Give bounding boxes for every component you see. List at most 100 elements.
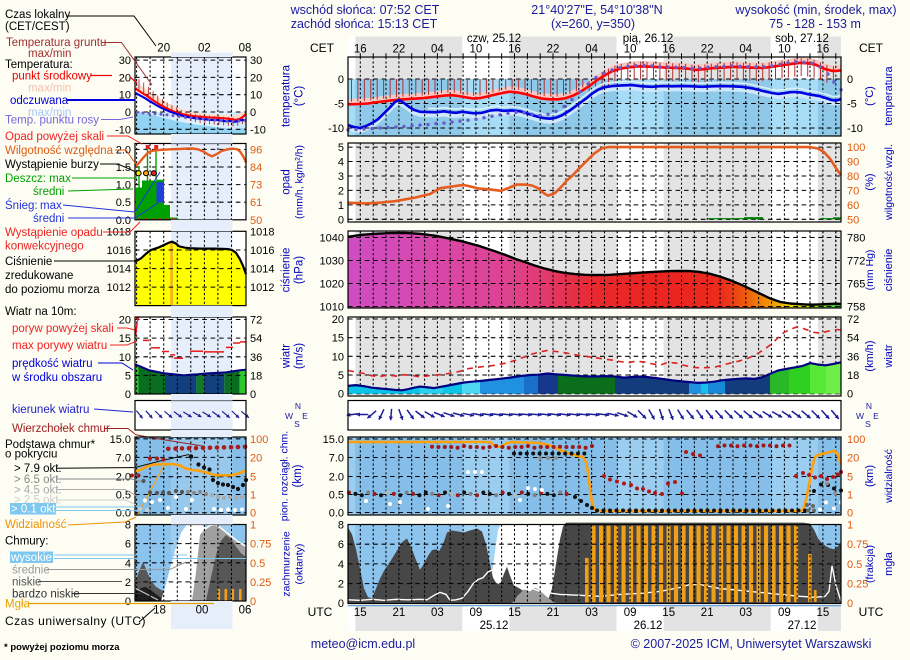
svg-text:Temperatura gruntu: Temperatura gruntu: [6, 37, 106, 49]
svg-text:(°C): (°C): [294, 86, 306, 107]
svg-text:4: 4: [338, 559, 344, 571]
svg-text:04: 04: [739, 44, 752, 56]
svg-text:-5: -5: [847, 99, 857, 111]
svg-text:03: 03: [585, 607, 598, 619]
svg-text:N: N: [866, 401, 872, 411]
svg-text:20: 20: [332, 314, 344, 326]
svg-text:21°40'27"E, 54°10'38"N: 21°40'27"E, 54°10'38"N: [531, 3, 662, 17]
svg-text:2.0: 2.0: [116, 472, 131, 484]
svg-text:UTC: UTC: [859, 605, 884, 619]
svg-text:10: 10: [119, 90, 131, 102]
svg-text:0: 0: [338, 598, 344, 610]
svg-text:10: 10: [119, 352, 131, 364]
svg-text:0: 0: [847, 508, 853, 520]
svg-text:w środku obszaru: w środku obszaru: [11, 372, 102, 384]
svg-text:UTC: UTC: [308, 605, 333, 619]
svg-text:pią, 26.12: pią, 26.12: [623, 33, 674, 45]
svg-text:16: 16: [508, 44, 521, 56]
svg-text:18: 18: [250, 370, 262, 382]
svg-text:© 2007-2025 ICM, Uniwersytet W: © 2007-2025 ICM, Uniwersytet Warszawski: [631, 637, 872, 651]
svg-text:CET: CET: [859, 41, 884, 55]
svg-text:Czas lokalny: Czas lokalny: [5, 9, 70, 21]
svg-text:1014: 1014: [107, 264, 131, 276]
svg-text:(hPa): (hPa): [294, 256, 306, 284]
svg-text:5: 5: [338, 142, 344, 154]
svg-text:10: 10: [624, 44, 637, 56]
svg-text:04: 04: [585, 44, 598, 56]
svg-text:wiatr: wiatr: [883, 344, 895, 369]
svg-text:90: 90: [847, 157, 859, 169]
svg-text:10: 10: [470, 44, 483, 56]
svg-text:15: 15: [119, 333, 131, 345]
svg-text:03: 03: [431, 607, 444, 619]
svg-text:max/min: max/min: [28, 107, 71, 119]
svg-text:7.0: 7.0: [329, 453, 344, 465]
svg-text:1: 1: [338, 200, 344, 212]
svg-text:1: 1: [250, 520, 256, 532]
svg-text:(km): (km): [864, 465, 876, 487]
svg-text:niskie: niskie: [12, 577, 41, 589]
svg-text:0.0: 0.0: [116, 508, 131, 520]
svg-text:Czas uniwersalny (UTC): Czas uniwersalny (UTC): [5, 614, 146, 628]
svg-text:meteo@icm.edu.pl: meteo@icm.edu.pl: [311, 637, 415, 651]
svg-text:-10: -10: [328, 123, 344, 135]
svg-text:6: 6: [338, 539, 344, 551]
svg-text:bardzo niskie: bardzo niskie: [12, 589, 80, 601]
svg-text:max: max: [40, 200, 62, 212]
svg-text:15.0: 15.0: [110, 434, 131, 446]
svg-text:15: 15: [332, 333, 344, 345]
svg-text:1020: 1020: [320, 279, 344, 291]
svg-text:54: 54: [847, 333, 859, 345]
svg-text:20: 20: [847, 453, 859, 465]
svg-text:E: E: [873, 411, 879, 421]
svg-text:0.0: 0.0: [116, 215, 131, 227]
svg-text:2.0: 2.0: [329, 472, 344, 484]
svg-text:Opad powyżej skali: Opad powyżej skali: [5, 131, 104, 143]
svg-text:1018: 1018: [250, 227, 274, 239]
svg-text:36: 36: [250, 352, 262, 364]
svg-text:S: S: [865, 419, 871, 429]
svg-text:1030: 1030: [320, 256, 344, 268]
svg-text:Wystąpienie opadu: Wystąpienie opadu: [5, 227, 103, 239]
svg-text:03: 03: [739, 607, 752, 619]
svg-text:16: 16: [354, 44, 367, 56]
svg-text:widzialność: widzialność: [883, 449, 895, 504]
svg-text:0.25: 0.25: [847, 579, 868, 591]
svg-text:0: 0: [125, 596, 131, 608]
svg-text:04: 04: [431, 44, 444, 56]
svg-text:1012: 1012: [250, 282, 274, 294]
svg-text:5: 5: [125, 370, 131, 382]
svg-text:1: 1: [847, 520, 853, 532]
svg-text:758: 758: [847, 302, 865, 314]
svg-text:kierunek wiatru: kierunek wiatru: [12, 404, 89, 416]
svg-text:21: 21: [393, 607, 406, 619]
svg-text:15: 15: [354, 607, 367, 619]
svg-text:1: 1: [847, 490, 853, 502]
svg-text:00: 00: [196, 605, 209, 617]
svg-text:Wiatr na 10m:: Wiatr na 10m:: [5, 306, 77, 318]
svg-text:Ciśnienie: Ciśnienie: [5, 256, 52, 268]
svg-text:> 0.1 okt.: > 0.1 okt.: [11, 504, 59, 516]
svg-text:21: 21: [547, 607, 560, 619]
svg-text:pion. rozciągł. chm.: pion. rozciągł. chm.: [279, 431, 291, 521]
svg-text:Temperatura:: Temperatura:: [5, 59, 73, 71]
svg-text:0.5: 0.5: [116, 490, 131, 502]
svg-text:sob, 27.12: sob, 27.12: [775, 33, 829, 45]
svg-text:20: 20: [250, 452, 262, 464]
svg-text:1040: 1040: [320, 233, 344, 245]
svg-text:3: 3: [338, 171, 344, 183]
svg-text:wysokie: wysokie: [10, 552, 52, 564]
svg-text:20: 20: [250, 72, 262, 84]
svg-text:15.0: 15.0: [323, 434, 344, 446]
svg-text:8: 8: [125, 520, 131, 532]
svg-text:o pokryciu: o pokryciu: [5, 449, 57, 461]
svg-text:(CET/CEST): (CET/CEST): [5, 21, 70, 33]
svg-text:20: 20: [157, 43, 170, 55]
svg-text:-10: -10: [847, 123, 863, 135]
svg-text:konwekcyjnego: konwekcyjnego: [5, 241, 84, 253]
svg-text:punkt środkowy: punkt środkowy: [12, 71, 92, 83]
svg-text:36: 36: [847, 351, 859, 363]
svg-text:wysokość (min, środek, max): wysokość (min, środek, max): [734, 3, 896, 17]
svg-text:2: 2: [338, 185, 344, 197]
svg-text:2: 2: [338, 579, 344, 591]
